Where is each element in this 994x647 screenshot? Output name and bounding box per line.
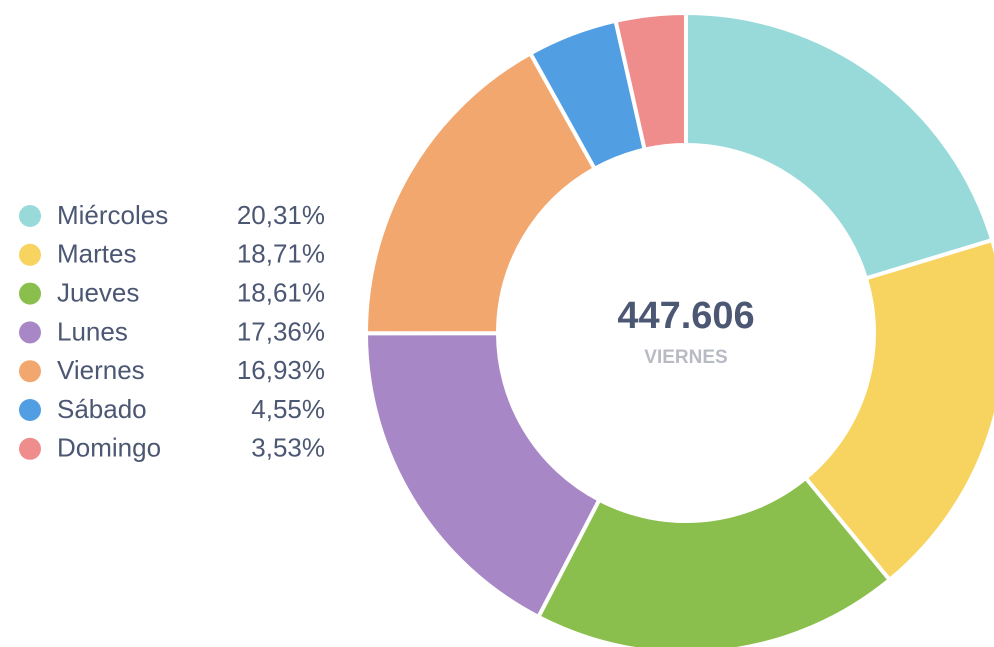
legend-value: 3,53%	[251, 433, 325, 463]
legend-label: Viernes	[57, 355, 145, 385]
donut-slice	[684, 10, 994, 281]
legend-label: Martes	[57, 239, 136, 269]
legend-swatch	[19, 243, 41, 266]
donut-slice	[363, 331, 602, 620]
legend-swatch	[19, 321, 41, 344]
legend-value: 18,71%	[237, 239, 325, 269]
legend-swatch	[19, 360, 41, 383]
legend-swatch	[19, 399, 41, 421]
legend-value: 20,31%	[237, 200, 325, 230]
center-caption: VIERNES	[644, 347, 727, 368]
legend-value: 17,36%	[237, 316, 325, 346]
legend-value: 16,93%	[237, 355, 325, 385]
legend-value: 4,55%	[251, 394, 325, 424]
donut-slice	[363, 50, 598, 336]
legend-label: Miércoles	[57, 200, 168, 230]
donut-slice	[802, 237, 994, 583]
center-value: 447.606	[617, 295, 754, 337]
legend-label: Jueves	[57, 277, 139, 307]
donut-slice	[535, 475, 893, 647]
donut-slice	[613, 10, 688, 152]
legend-swatch	[19, 437, 41, 460]
legend-label: Sábado	[57, 394, 147, 424]
legend-value: 18,61%	[237, 277, 325, 307]
legend-label: Lunes	[57, 316, 128, 346]
legend-swatch	[19, 282, 41, 305]
legend-label: Domingo	[57, 433, 161, 463]
legend-swatch	[19, 205, 41, 227]
